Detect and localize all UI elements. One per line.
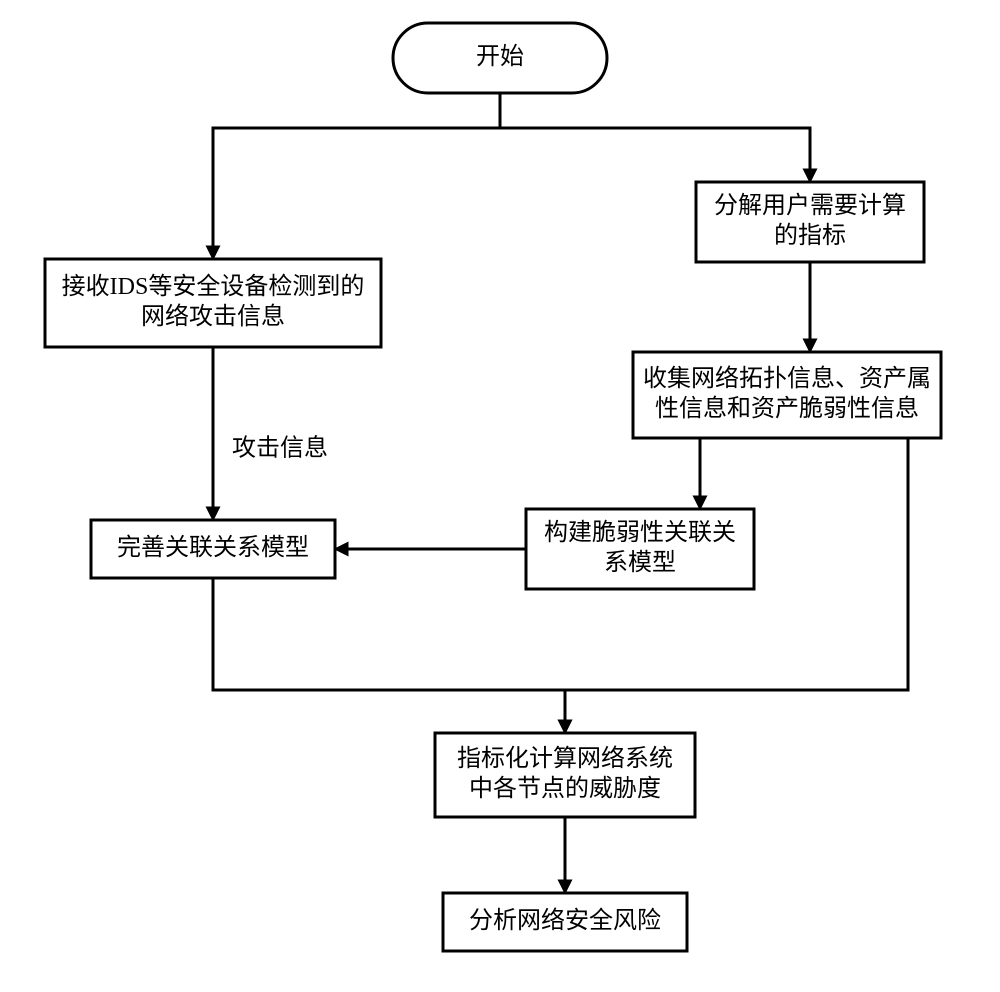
node-start: 开始: [393, 23, 607, 93]
node-right_collect: 收集网络拓扑信息、资产属性信息和资产脆弱性信息: [633, 352, 941, 438]
node-label-left_improve: 完善关联关系模型: [117, 534, 309, 561]
edge-label-e_ids_improve: 攻击信息: [232, 435, 328, 462]
edge-e_improve_indicator: [213, 578, 565, 733]
node-left_ids: 接收IDS等安全设备检测到的网络攻击信息: [45, 259, 381, 347]
node-right_build: 构建脆弱性关联关系模型: [526, 509, 754, 589]
node-analyze: 分析网络安全风险: [443, 893, 687, 951]
edge-e_start_right: [500, 93, 810, 182]
nodes-layer: 开始接收IDS等安全设备检测到的网络攻击信息 分解用户需要计算的指标收集网络拓扑信…: [45, 23, 941, 951]
node-label-analyze: 分析网络安全风险: [469, 907, 661, 934]
node-left_improve: 完善关联关系模型: [91, 520, 335, 578]
node-label-start: 开始: [476, 43, 524, 70]
edge-e_start_left: [213, 93, 500, 259]
node-indicator: 指标化计算网络系统中各节点的威胁度: [435, 733, 695, 817]
node-right_decompose: 分解用户需要计算的指标: [696, 182, 924, 262]
